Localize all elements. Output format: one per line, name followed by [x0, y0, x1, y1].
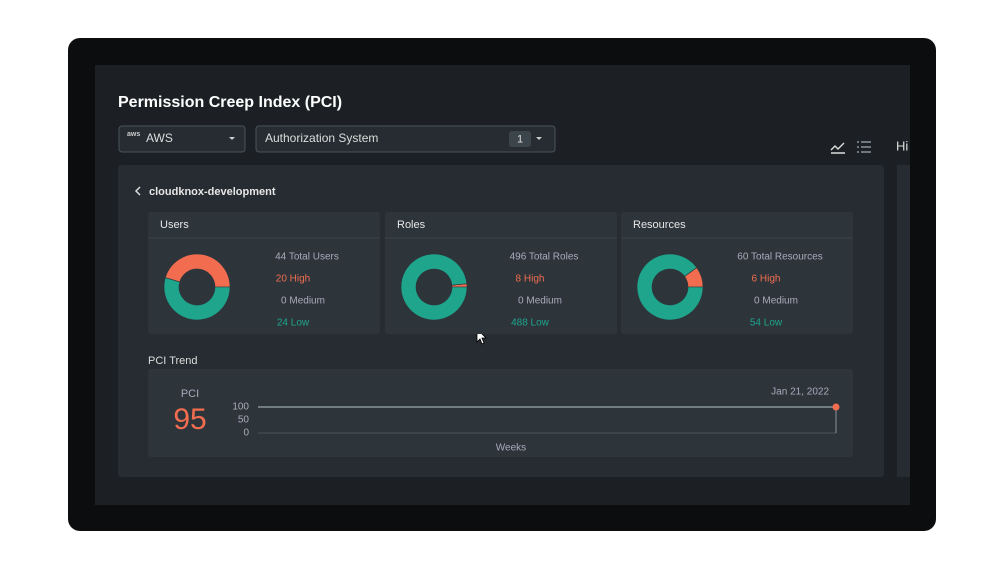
- segment-label: 20 High: [276, 274, 310, 285]
- segment-label: 0 Medium: [281, 296, 325, 307]
- list-view-icon[interactable]: [857, 141, 871, 153]
- breadcrumb[interactable]: cloudknox-development: [149, 186, 276, 198]
- donut-segment: [400, 253, 468, 321]
- system-label: Authorization System: [265, 131, 378, 145]
- side-panel: [897, 165, 910, 477]
- segment-label: 24 Low: [277, 318, 310, 329]
- dropdown-arrow: [536, 137, 542, 140]
- dropdown-arrow: [229, 137, 235, 140]
- segment-label: 0 Medium: [754, 296, 798, 307]
- segment-label: 8 High: [516, 274, 545, 285]
- segment-label: 54 Low: [750, 318, 783, 329]
- provider-dropdown[interactable]: [118, 125, 246, 153]
- donut-segment: [164, 253, 231, 288]
- y-tick-label: 0: [243, 428, 249, 439]
- segment-label: 0 Medium: [518, 296, 562, 307]
- side-label: Hi: [896, 138, 908, 153]
- chart-view-icon[interactable]: [830, 142, 845, 154]
- total-label: 60 Total Resources: [737, 252, 822, 263]
- pci-label: PCI: [181, 388, 199, 400]
- back-icon[interactable]: [134, 186, 141, 196]
- segment-label: 6 High: [752, 274, 781, 285]
- provider-icon: aws: [127, 131, 140, 138]
- count-badge: [509, 131, 531, 147]
- x-axis-label: Weeks: [496, 443, 526, 454]
- donut-segment: [636, 253, 704, 321]
- total-label: 496 Total Roles: [510, 252, 579, 263]
- card-title: Roles: [397, 219, 426, 231]
- y-tick-label: 100: [232, 402, 249, 413]
- donut-segment: [163, 277, 231, 321]
- count-value: 1: [517, 133, 523, 145]
- segment-label: 488 Low: [511, 318, 550, 329]
- total-label: 44 Total Users: [275, 252, 339, 263]
- card-title: Resources: [633, 219, 686, 231]
- trend-point: [832, 403, 840, 411]
- y-tick-label: 50: [238, 415, 250, 426]
- card-title: Users: [160, 219, 189, 231]
- system-dropdown[interactable]: [255, 125, 556, 153]
- point-label: Jan 21, 2022: [771, 387, 829, 398]
- pci-value: 95: [173, 403, 206, 436]
- trend-box: [148, 369, 853, 457]
- trend-title: PCI Trend: [148, 355, 198, 367]
- provider-value: AWS: [146, 131, 173, 145]
- page-title: Permission Creep Index (PCI): [118, 94, 342, 111]
